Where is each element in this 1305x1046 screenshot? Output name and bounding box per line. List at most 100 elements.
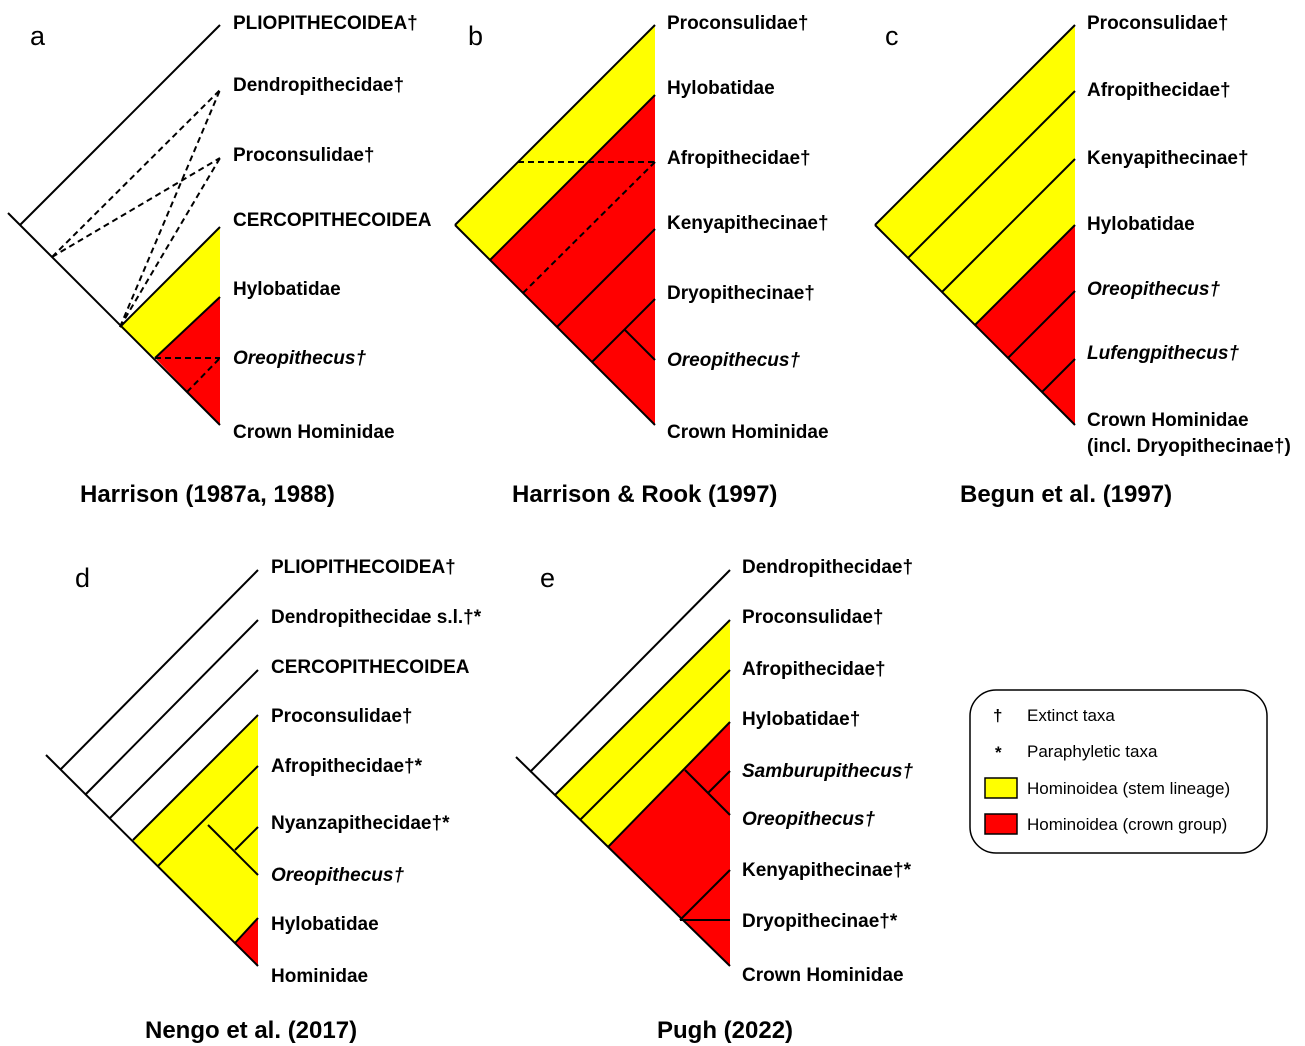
taxon-label: Afropithecidae† (667, 148, 811, 169)
crown-region-a (155, 297, 220, 425)
branch-c-6 (1041, 358, 1076, 393)
crown-region-d (235, 918, 258, 966)
branch-d-8 (234, 917, 259, 944)
branch-d-5 (157, 765, 259, 867)
branch-b-5 (624, 329, 656, 361)
taxon-label: Crown Hominidae (233, 422, 395, 443)
panel-b: b Proconsulidae† Hylobatidae Afropitheci… (454, 13, 829, 508)
branch-b-1 (454, 24, 656, 226)
branch-e-7 (679, 869, 731, 921)
panel-letter-c: c (885, 21, 899, 51)
branch-d-1 (59, 569, 259, 771)
legend-swatch-stem (984, 777, 1018, 799)
stem-region-c (875, 25, 1075, 325)
taxon-label: Oreopithecus† (271, 865, 404, 886)
branch-e-3 (579, 669, 731, 821)
taxon-label: Nyanzapithecidae†* (271, 813, 450, 834)
legend-label-paraphyletic: Paraphyletic taxa (1027, 742, 1158, 761)
taxon-label: Crown Hominidae (742, 965, 904, 986)
panel-e: e Dendropithecidae† Proconsulidae† Afrop… (515, 557, 913, 1044)
branch-b-4 (591, 298, 656, 363)
taxon-label: Oreopithecus† (667, 350, 800, 371)
taxon-label: CERCOPITHECOIDEA (271, 657, 470, 678)
taxon-label: Hylobatidae (1087, 214, 1195, 235)
crown-region-b (490, 95, 655, 425)
tree-spine-e (515, 756, 731, 967)
branch-c-2 (907, 90, 1076, 259)
branch-a-1 (19, 24, 221, 226)
taxon-label: CERCOPITHECOIDEA (233, 210, 432, 231)
panel-caption-d: Nengo et al. (2017) (145, 1017, 357, 1044)
taxon-label: Proconsulidae† (271, 706, 413, 727)
taxon-label: Crown Hominidae (667, 422, 829, 443)
legend: † Extinct taxa * Paraphyletic taxa Homin… (969, 689, 1268, 854)
branch-d-7 (234, 826, 259, 851)
dashed-a-4 (119, 157, 221, 328)
panel-letter-a: a (30, 21, 46, 51)
panel-caption-a: Harrison (1987a, 1988) (80, 481, 335, 508)
dagger-symbol: † (993, 706, 1002, 725)
panel-a: a PLIOPITHECOIDEA† Dendropithecidae† Pro… (7, 13, 432, 508)
legend-label-stem: Hominoidea (stem lineage) (1027, 779, 1230, 798)
taxon-label: Proconsulidae† (233, 145, 375, 166)
taxon-label: Hylobatidae (271, 914, 379, 935)
branch-c-1 (874, 24, 1076, 226)
taxon-label: Proconsulidae† (1087, 13, 1229, 34)
branch-e-1 (529, 569, 731, 773)
stem-region-e (555, 620, 730, 847)
taxon-label: Oreopithecus† (1087, 279, 1220, 300)
taxon-label: (incl. Dryopithecinae†) (1087, 436, 1291, 457)
branch-a-3 (154, 296, 221, 359)
branch-c-3 (941, 158, 1076, 293)
taxon-label: Crown Hominidae (1087, 410, 1249, 431)
taxon-label: Lufengpithecus† (1087, 343, 1239, 364)
branch-d-3 (109, 669, 259, 819)
taxon-label: Kenyapithecinae† (1087, 148, 1249, 169)
taxon-label: Kenyapithecinae†* (742, 860, 912, 881)
branch-a-2 (119, 226, 221, 328)
tree-spine-d (45, 754, 259, 967)
branch-d-4 (132, 714, 259, 841)
panel-letter-d: d (75, 563, 90, 593)
dashed-b-2 (522, 161, 656, 294)
taxon-label: Samburupithecus† (742, 761, 913, 782)
dashed-a-6 (186, 357, 221, 393)
branch-d-2 (84, 619, 259, 796)
taxon-label: Hominidae (271, 966, 368, 987)
panel-letter-b: b (468, 21, 483, 51)
panel-caption-c: Begun et al. (1997) (960, 481, 1172, 508)
branch-e-6 (707, 770, 731, 794)
crown-region-c (975, 225, 1075, 425)
legend-swatch-crown (984, 813, 1018, 835)
panel-caption-b: Harrison & Rook (1997) (512, 481, 777, 508)
taxon-label: Dendropithecidae† (233, 75, 404, 96)
legend-label-crown: Hominoidea (crown group) (1027, 815, 1227, 834)
branch-d-6 (207, 824, 259, 876)
taxon-label: Dendropithecidae s.l.†* (271, 607, 482, 628)
legend-box (969, 689, 1268, 854)
taxon-label: Oreopithecus† (742, 809, 875, 830)
branch-c-5 (1007, 290, 1076, 359)
panel-letter-e: e (540, 563, 555, 593)
panel-caption-e: Pugh (2022) (657, 1017, 793, 1044)
taxon-label: Proconsulidae† (667, 13, 809, 34)
tree-lines-a (7, 212, 221, 426)
taxon-label: Oreopithecus† (233, 348, 366, 369)
legend-label-extinct: Extinct taxa (1027, 706, 1115, 725)
crown-region-e (608, 722, 730, 966)
asterisk-symbol: * (995, 743, 1002, 762)
taxon-label: Kenyapithecinae† (667, 213, 829, 234)
branch-b-3 (556, 228, 656, 328)
branch-c-4 (974, 224, 1076, 326)
stem-region-a (120, 227, 220, 358)
taxon-label: Dendropithecidae† (742, 557, 913, 578)
tree-spine-b (454, 224, 656, 426)
taxon-label: Dryopithecinae† (667, 283, 815, 304)
panel-c: c Proconsulidae† Afropithecidae† Kenyapi… (874, 13, 1291, 508)
taxon-label: Afropithecidae† (1087, 80, 1231, 101)
branch-e-2 (554, 619, 731, 796)
dashed-a-2 (51, 157, 221, 258)
taxon-label: Dryopithecinae†* (742, 911, 898, 932)
dashed-a-3 (119, 89, 221, 328)
